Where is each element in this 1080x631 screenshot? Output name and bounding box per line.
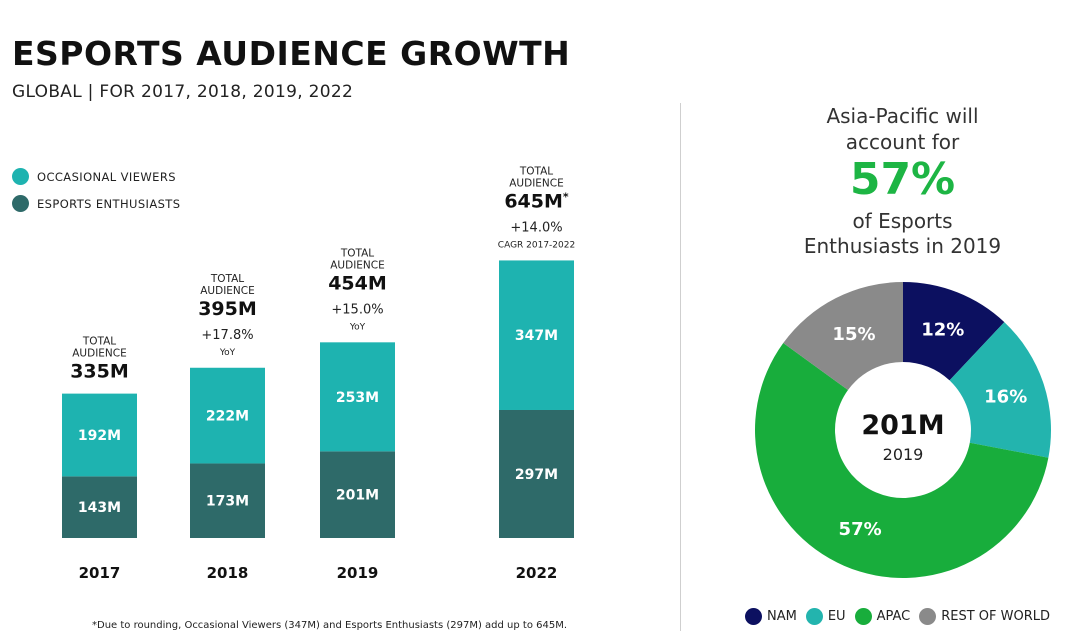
bar-enthusiasts-2019 [320,451,395,538]
bar-enthusiasts-2022 [499,409,574,538]
bar-occasional-2022 [499,260,574,410]
total-caption: AUDIENCE [72,348,127,360]
donut-legend-dot-eu [805,608,823,625]
legend-swatch-enthusiasts [12,195,29,212]
bar-occasional-2018 [190,367,265,464]
bar-occasional-2019 [320,342,395,452]
growth-value: +14.0% [510,220,562,235]
x-tick-label: 2018 [207,564,249,582]
total-caption: TOTAL [210,273,244,285]
bar-value-label: 201M [336,488,379,504]
legend-label-enthusiasts: ESPORTS ENTHUSIASTS [37,196,181,211]
panel-divider [680,103,681,631]
total-value-mark: * [563,190,569,203]
growth-value: +17.8% [201,328,253,343]
x-tick-label: 2017 [79,564,121,582]
donut-legend-dot-apac [854,608,872,625]
growth-note: CAGR 2017-2022 [498,240,575,250]
legend-label-occasional: OCCASIONAL VIEWERS [37,169,176,184]
total-caption: AUDIENCE [330,259,385,271]
total-caption: TOTAL [82,336,116,348]
total-caption: TOTAL [340,247,374,259]
bar-value-label: 347M [515,328,558,344]
donut-slice-label: 15% [832,324,875,345]
donut-slice-label: 57% [839,519,882,540]
bar-occasional-2017 [62,393,137,477]
donut-legend: NAM EU APAC REST OF WORLD [745,608,1059,625]
donut-legend-item-row: REST OF WORLD [919,608,1050,625]
callout-line-1: Asia-Pacific will [826,104,979,128]
donut-legend-dot-nam [745,608,762,625]
donut-slice-eu [949,322,1051,458]
donut-legend-label-nam: NAM [767,609,797,624]
bar-value-label: 143M [78,500,121,516]
bar-value-label: 253M [336,390,379,406]
donut-legend-label-eu: EU [827,609,846,624]
bar-enthusiasts-2018 [190,463,265,538]
donut-legend-label-row: REST OF WORLD [941,609,1051,624]
donut-slice-label: 12% [921,320,964,341]
stacked-bar-chart: 143M192M2017TOTALAUDIENCE335M173M222M201… [62,165,575,582]
x-tick-label: 2019 [337,564,379,582]
bar-legend: OCCASIONAL VIEWERS ESPORTS ENTHUSIASTS [12,163,180,217]
total-value: 395M [198,298,257,320]
total-caption: TOTAL [519,165,553,177]
donut-legend-item-nam: NAM [745,608,797,625]
callout-line-3: of Esports [852,209,953,233]
donut-legend-label-apac: APAC [876,609,911,624]
donut-center-value: 201M [861,410,944,441]
total-value: 335M [70,361,129,383]
legend-swatch-occasional [12,168,29,185]
bar-enthusiasts-2017 [62,476,137,538]
donut-legend-item-eu: EU [805,608,846,625]
donut-center-label: 2019 [883,445,924,464]
total-value: 645M* [504,190,569,212]
total-value: 454M [328,272,387,294]
donut-legend-dot-row [919,608,937,625]
donut-slice-label: 16% [984,387,1027,408]
bar-value-label: 297M [515,467,558,483]
chart-title: ESPORTS AUDIENCE GROWTH [12,34,571,73]
callout-line-2: account for [845,130,960,154]
total-caption: AUDIENCE [200,285,255,297]
donut-legend-item-apac: APAC [854,608,911,625]
bar-value-label: 173M [206,494,249,510]
legend-item-enthusiasts: ESPORTS ENTHUSIASTS [12,190,180,217]
growth-note: YoY [219,348,236,358]
bar-value-label: 222M [206,409,249,425]
x-tick-label: 2022 [516,564,558,582]
legend-item-occasional: OCCASIONAL VIEWERS [12,163,180,190]
donut-slice-row [783,282,903,391]
donut-slice-nam [903,282,1005,381]
donut-slice-apac [755,343,1049,578]
footnote: *Due to rounding, Occasional Viewers (34… [92,620,568,631]
total-caption: AUDIENCE [509,177,564,189]
callout-highlight: 57% [849,154,956,205]
growth-value: +15.0% [331,302,383,317]
growth-note: YoY [349,322,366,332]
bar-value-label: 192M [78,428,121,444]
callout-line-4: Enthusiasts in 2019 [803,234,1002,258]
chart-subtitle: GLOBAL | FOR 2017, 2018, 2019, 2022 [12,82,354,102]
